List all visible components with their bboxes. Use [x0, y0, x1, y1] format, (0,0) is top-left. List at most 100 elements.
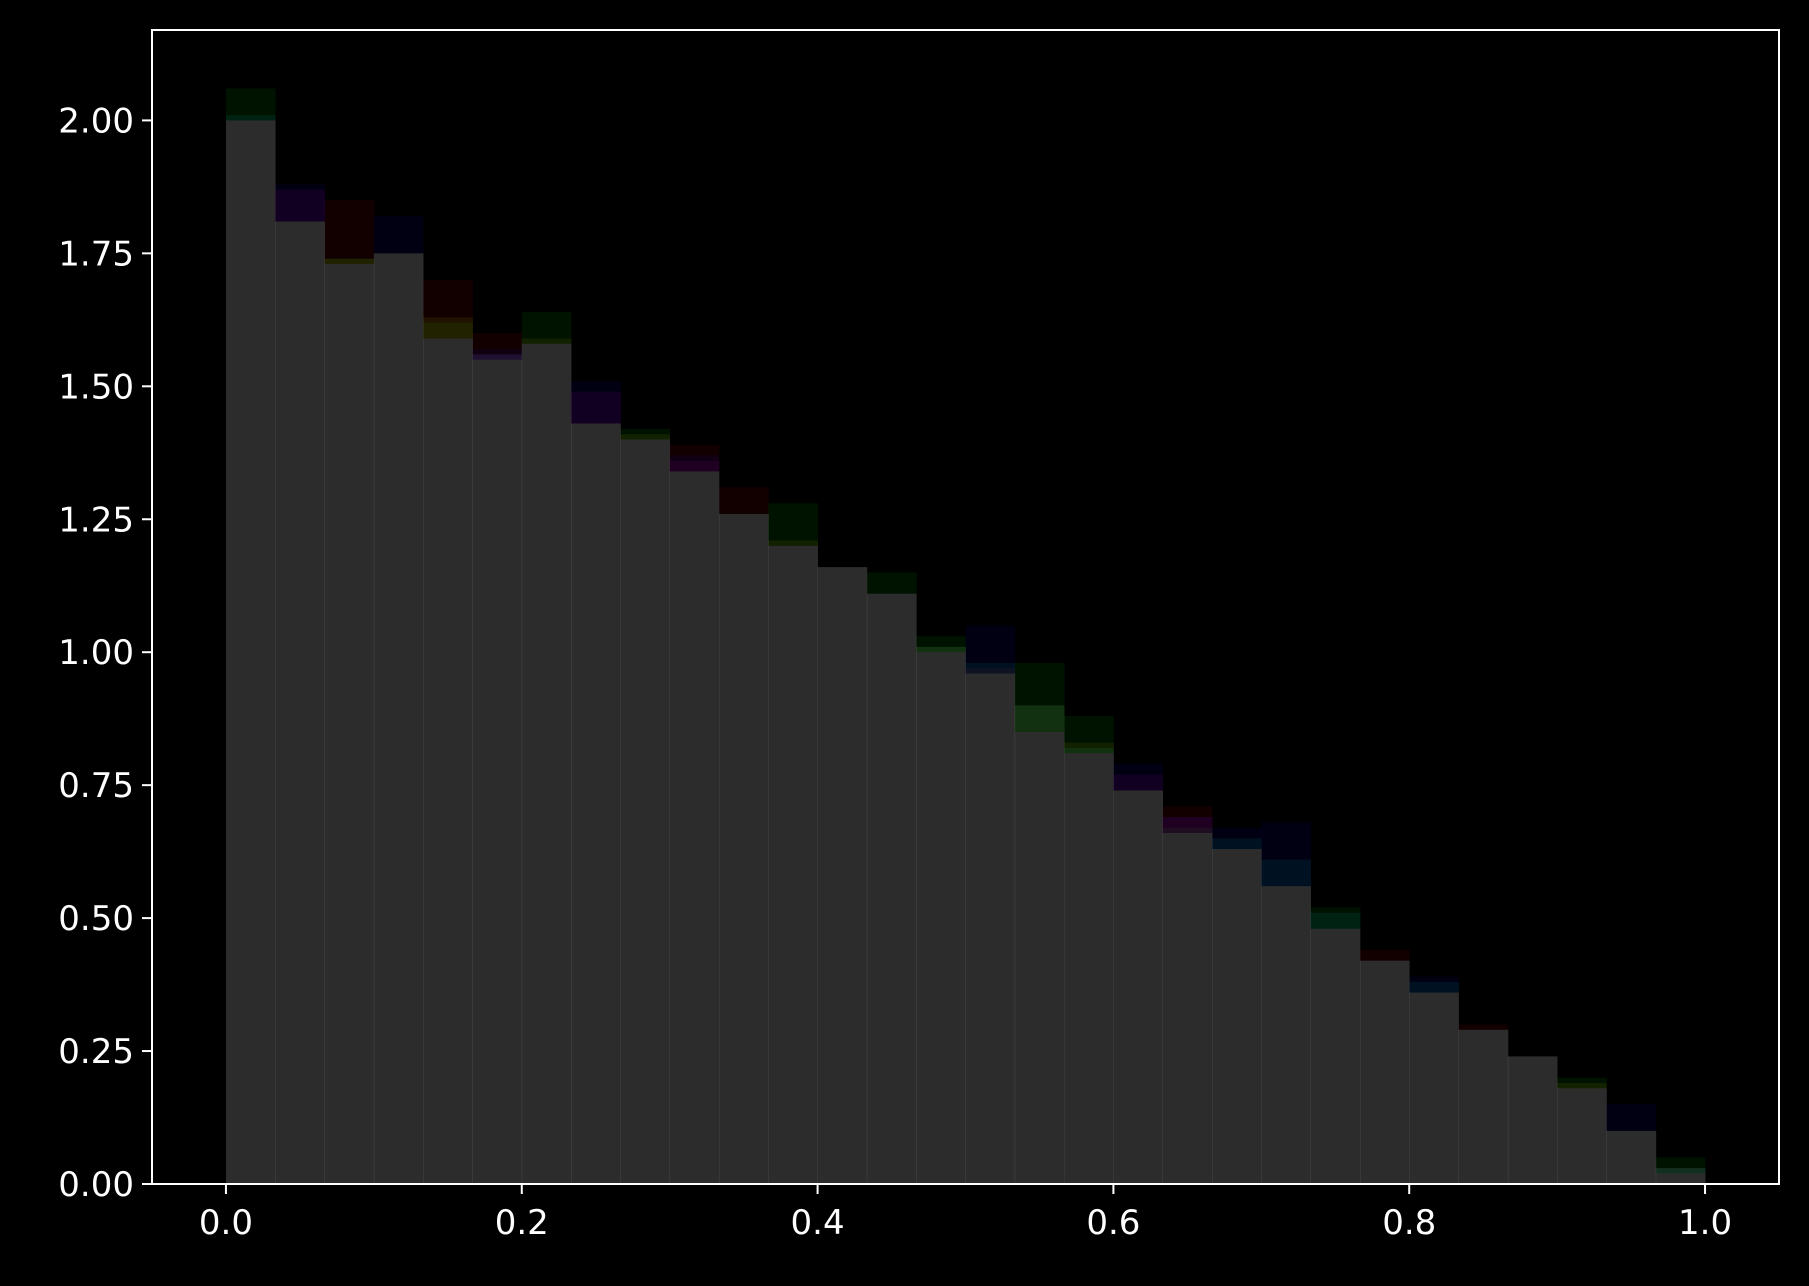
y-axis: 0.00 0.25 0.50 0.75 1.00 1.25 1.50 1.75 2.00: [58, 101, 152, 1205]
histogram-bar: [817, 567, 868, 1184]
histogram-series: [225, 120, 1706, 1185]
histogram-bar: [423, 317, 473, 1184]
histogram-bar: [916, 636, 966, 1184]
histogram-bar: [275, 189, 326, 1185]
x-tick-label: 0.4: [791, 1203, 845, 1243]
histogram-bar: [866, 593, 917, 1184]
histogram-bar: [1557, 1077, 1607, 1184]
histogram-bar: [521, 311, 572, 1185]
x-tick-label: 1.0: [1678, 1203, 1732, 1243]
histogram-bar: [1458, 1024, 1509, 1184]
x-tick-label: 0.8: [1382, 1203, 1436, 1243]
histogram-bar: [1261, 886, 1311, 1184]
y-tick-label: 1.00: [58, 633, 134, 673]
histogram-bar: [718, 487, 769, 1185]
x-axis: 0.0 0.2 0.4 0.6 0.8 1.0: [199, 1184, 1732, 1243]
y-tick-label: 0.50: [58, 899, 134, 939]
histogram-bar: [275, 221, 326, 1184]
histogram-bar: [423, 279, 473, 1184]
histogram-bar: [1310, 928, 1361, 1184]
histogram-bar: [916, 652, 966, 1184]
histogram-series: [225, 120, 1706, 1185]
histogram-series: [225, 120, 1706, 1185]
histogram-bar: [324, 258, 375, 1184]
histogram-bar: [472, 359, 523, 1185]
histogram-bar: [1655, 1168, 1706, 1184]
y-tick-label: 0.00: [58, 1165, 134, 1205]
histogram-bar: [669, 455, 720, 1184]
histogram-bar: [472, 349, 523, 1185]
histogram-bar: [1113, 790, 1164, 1184]
histogram-bar: [1359, 960, 1410, 1184]
histogram-bar: [1113, 790, 1164, 1184]
histogram-bar: [1212, 838, 1262, 1184]
histogram-bar: [472, 333, 523, 1184]
histogram-bar: [1113, 774, 1164, 1184]
histogram-bar: [1557, 1082, 1607, 1184]
y-tick-label: 0.75: [58, 766, 134, 806]
histogram-bar: [225, 120, 276, 1184]
histogram-bar: [1014, 705, 1065, 1184]
histogram-bar: [866, 593, 917, 1184]
histogram-bar: [1310, 912, 1361, 1184]
histogram-bar: [1310, 907, 1361, 1184]
histogram-bar: [1261, 886, 1311, 1184]
histogram-bar: [1458, 1029, 1509, 1184]
histogram-bar: [1212, 848, 1262, 1184]
histogram-bar: [768, 545, 818, 1184]
histogram-bar: [1162, 817, 1213, 1184]
histogram-bar: [1458, 1029, 1509, 1184]
histogram-bar: [1655, 1173, 1706, 1184]
histogram-bar: [669, 471, 720, 1184]
axes-frame: [151, 29, 1780, 1185]
histogram-bar: [225, 120, 276, 1184]
histogram-series: [225, 120, 1706, 1185]
histogram-bar: [373, 253, 424, 1185]
histogram-bar: [1359, 960, 1410, 1184]
histogram-bar: [1162, 806, 1213, 1184]
histogram-bar: [916, 652, 966, 1184]
histogram-bar: [817, 567, 868, 1184]
histogram-bar: [225, 120, 276, 1184]
histogram-bar: [1014, 731, 1065, 1184]
histogram-bar: [1409, 976, 1459, 1184]
histogram-bar: [1113, 763, 1164, 1184]
histogram-bar: [373, 253, 424, 1185]
histogram-bar: [1409, 992, 1459, 1184]
histogram-bar: [768, 545, 818, 1184]
histogram-bar: [718, 513, 769, 1184]
histogram-bar: [817, 567, 868, 1184]
histogram-bars: [225, 88, 1706, 1185]
y-tick-label: 1.75: [58, 234, 134, 274]
histogram-bar: [1655, 1168, 1706, 1184]
histogram-bar: [1409, 992, 1459, 1184]
histogram-bar: [1014, 731, 1065, 1184]
histogram-bar: [620, 439, 671, 1185]
histogram-bar: [669, 471, 720, 1184]
histogram-bar: [472, 354, 523, 1184]
histogram-bar: [1162, 827, 1213, 1184]
histogram-bar: [718, 513, 769, 1184]
histogram-bar: [718, 513, 769, 1184]
histogram-bar: [1507, 1056, 1558, 1184]
histogram-bar: [669, 444, 720, 1184]
histogram-bar: [1409, 992, 1459, 1184]
histogram-bar: [423, 338, 473, 1184]
histogram-bar: [817, 567, 868, 1184]
histogram-bar: [768, 503, 818, 1184]
histogram-bar: [324, 258, 375, 1184]
histogram-bar: [916, 646, 966, 1184]
histogram-bar: [620, 439, 671, 1185]
histogram-bar: [1064, 742, 1114, 1184]
histogram-bar: [1557, 1088, 1607, 1184]
histogram-bar: [324, 200, 375, 1184]
histogram-bar: [1359, 950, 1410, 1184]
histogram-bar: [275, 221, 326, 1184]
histogram-bar: [324, 263, 375, 1184]
histogram-bar: [620, 439, 671, 1185]
histogram-bar: [225, 120, 276, 1184]
histogram-bar: [1162, 833, 1213, 1184]
histogram-bar: [866, 572, 917, 1184]
histogram-bar: [275, 221, 326, 1184]
